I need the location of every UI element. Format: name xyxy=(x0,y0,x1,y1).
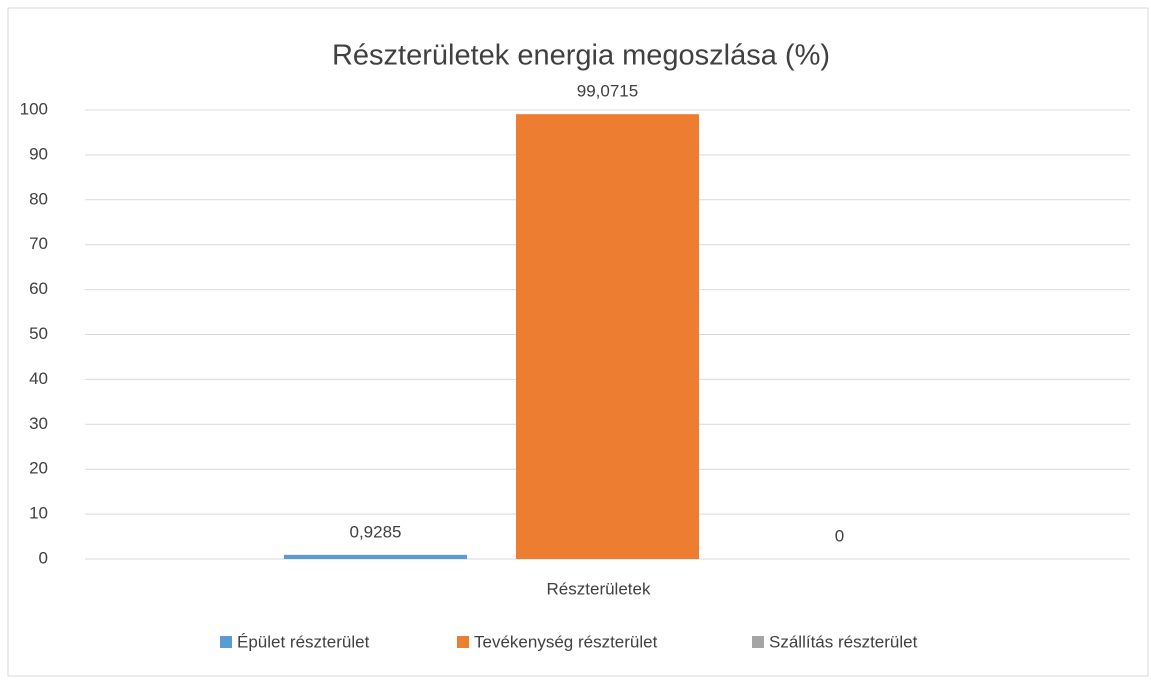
legend-label: Tevékenység részterület xyxy=(474,632,658,651)
legend-label: Épület részterület xyxy=(237,632,370,651)
y-tick-label: 80 xyxy=(29,189,48,208)
value-label: 0 xyxy=(835,526,844,545)
legend-swatch xyxy=(752,636,764,648)
value-label: 0,9285 xyxy=(350,522,402,541)
legend-swatch xyxy=(457,636,469,648)
bar xyxy=(516,114,699,559)
bar xyxy=(284,554,467,559)
x-tick-label: Részterületek xyxy=(547,579,651,598)
y-tick-label: 10 xyxy=(29,504,48,523)
y-tick-label: 60 xyxy=(29,279,48,298)
y-tick-label: 90 xyxy=(29,144,48,163)
legend-label: Szállítás részterület xyxy=(769,632,918,651)
y-tick-label: 70 xyxy=(29,234,48,253)
y-tick-label: 30 xyxy=(29,414,48,433)
y-tick-label: 40 xyxy=(29,369,48,388)
legend-swatch xyxy=(220,636,232,648)
chart-title: Részterületek energia megoszlása (%) xyxy=(332,40,830,72)
y-tick-label: 100 xyxy=(20,99,48,118)
value-label: 99,0715 xyxy=(577,82,638,101)
y-tick-label: 0 xyxy=(39,548,48,567)
y-tick-label: 50 xyxy=(29,324,48,343)
y-tick-label: 20 xyxy=(29,459,48,478)
